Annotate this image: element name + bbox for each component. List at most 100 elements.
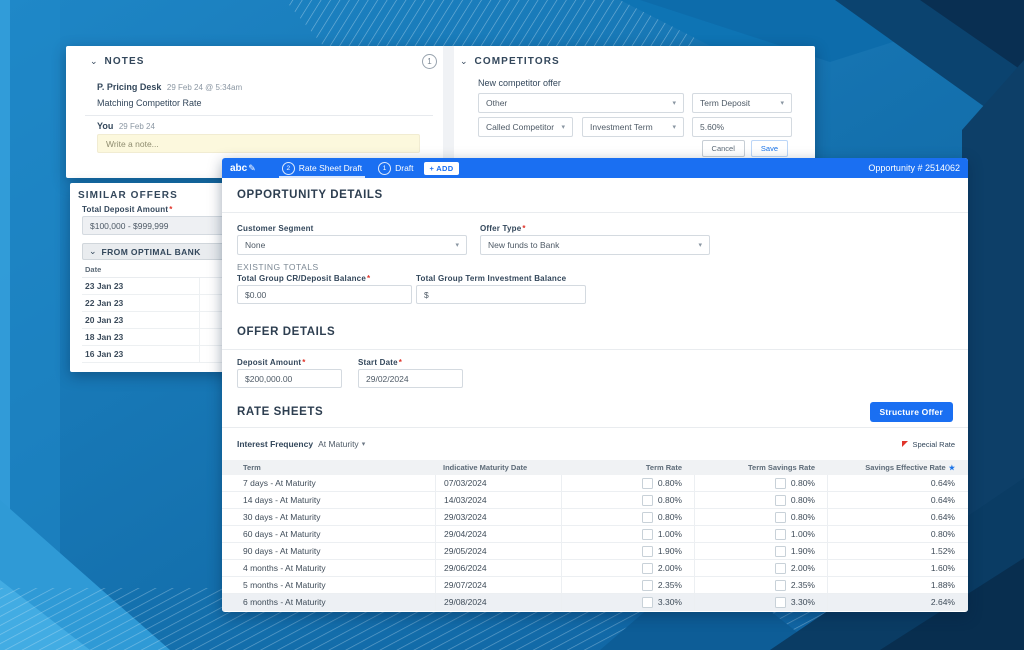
special-rate-legend: Special Rate	[902, 440, 955, 449]
term-rate-checkbox[interactable]	[641, 494, 653, 506]
similar-offers-title: SIMILAR OFFERS	[78, 190, 178, 201]
savings-rate-cell: 0.80%	[694, 475, 827, 491]
savings-rate-checkbox[interactable]	[774, 562, 786, 574]
rate-row[interactable]: 4 months - At Maturity 29/06/2024 2.00% …	[222, 560, 968, 577]
cr-deposit-balance-label: Total Group CR/Deposit Balance	[237, 274, 370, 283]
savings-rate-checkbox[interactable]	[774, 596, 786, 608]
offer-date: 22 Jan 23	[85, 298, 124, 308]
savings-rate-checkbox[interactable]	[774, 528, 786, 540]
note-text: Matching Competitor Rate	[97, 98, 202, 108]
savings-rate-cell: 0.80%	[694, 492, 827, 508]
col-savings-rate: Term Savings Rate	[748, 463, 815, 472]
source-select[interactable]: Called Competitor ▾	[478, 117, 573, 137]
term-rate-checkbox[interactable]	[641, 579, 653, 591]
term-rate-checkbox[interactable]	[641, 545, 653, 557]
titlebar: abc ✎ 2 Rate Sheet Draft 1 Draft + ADD Op…	[222, 158, 968, 178]
reply-timestamp: 29 Feb 24	[118, 122, 155, 131]
savings-rate-value: 2.00%	[790, 563, 815, 573]
competitor-select-value: Other	[486, 98, 508, 108]
note-timestamp: 29 Feb 24 @ 5:34am	[166, 83, 243, 92]
chevron-down-icon: ▾	[780, 100, 784, 107]
term-cell: 7 days - At Maturity	[243, 478, 316, 488]
col-term-rate: Term Rate	[645, 463, 682, 472]
term-rate-value: 2.00%	[657, 563, 682, 573]
rate-row[interactable]: 90 days - At Maturity 29/05/2024 1.90% 1…	[222, 543, 968, 560]
deposit-amount-input[interactable]: $200,000.00	[237, 369, 342, 388]
maturity-cell: 29/06/2024	[435, 560, 561, 576]
rate-row[interactable]: 7 days - At Maturity 07/03/2024 0.80% 0.…	[222, 475, 968, 492]
term-rate-checkbox[interactable]	[641, 596, 653, 608]
opportunity-details-heading: OPPORTUNITY DETAILS	[222, 178, 968, 213]
customer-segment-select[interactable]: None ▾	[237, 235, 467, 255]
reply-author: You	[97, 121, 114, 131]
term-rate-checkbox[interactable]	[641, 511, 653, 523]
structure-offer-button[interactable]: Structure Offer	[869, 402, 953, 422]
source-select-value: Called Competitor	[486, 122, 555, 132]
competitor-select[interactable]: Other ▾	[478, 93, 684, 113]
savings-rate-checkbox[interactable]	[774, 511, 786, 523]
new-competitor-offer-label: New competitor offer	[478, 78, 561, 88]
interest-frequency-select[interactable]: At Maturity	[318, 439, 359, 449]
add-tab-button[interactable]: + ADD	[423, 161, 460, 175]
tab-label: Draft	[395, 163, 414, 173]
empty-cell	[199, 278, 430, 294]
chevron-down-icon[interactable]: ⌄	[90, 55, 98, 66]
rate-sheets-heading: RATE SHEETS	[237, 406, 324, 418]
special-rate-label: Special Rate	[912, 439, 955, 449]
offer-type-select[interactable]: New funds to Bank ▾	[480, 235, 710, 255]
tab-label: Rate Sheet Draft	[298, 163, 363, 173]
term-rate-cell: 2.35%	[561, 577, 694, 593]
savings-rate-checkbox[interactable]	[774, 545, 786, 557]
term-select[interactable]: Investment Term ▾	[582, 117, 684, 137]
rate-row[interactable]: 14 days - At Maturity 14/03/2024 0.80% 0…	[222, 492, 968, 509]
effective-rate-cell: 0.64%	[827, 475, 968, 491]
savings-rate-cell: 0.80%	[694, 509, 827, 525]
term-rate-cell: 1.00%	[561, 526, 694, 542]
effective-rate-cell: 0.80%	[827, 526, 968, 542]
savings-rate-checkbox[interactable]	[774, 579, 786, 591]
rate-row[interactable]: 60 days - At Maturity 29/04/2024 1.00% 1…	[222, 526, 968, 543]
col-effective-rate: Savings Effective Rate ★	[827, 460, 968, 475]
note-entry-header: P. Pricing Desk 29 Feb 24 @ 5:34am	[97, 82, 242, 92]
term-cell: 5 months - At Maturity	[243, 580, 326, 590]
maturity-cell: 29/05/2024	[435, 543, 561, 559]
pencil-icon: ✎	[248, 162, 256, 173]
maturity-cell: 29/08/2024	[435, 594, 561, 610]
pane-divider	[443, 46, 454, 178]
offer-date: 16 Jan 23	[85, 349, 124, 359]
term-rate-value: 0.80%	[657, 512, 682, 522]
savings-rate-checkbox[interactable]	[774, 477, 786, 489]
app-logo: abc ✎	[230, 163, 256, 174]
start-date-input[interactable]: 29/02/2024	[358, 369, 463, 388]
product-select[interactable]: Term Deposit ▾	[692, 93, 792, 113]
chevron-down-icon: ▾	[672, 124, 676, 131]
term-rate-checkbox[interactable]	[641, 562, 653, 574]
tab-draft[interactable]: 1 Draft	[378, 158, 414, 178]
cancel-button[interactable]: Cancel	[701, 140, 745, 157]
notes-header: ⌄ NOTES 1	[66, 54, 443, 69]
savings-rate-checkbox[interactable]	[774, 494, 786, 506]
term-investment-balance-input[interactable]: $	[416, 285, 586, 304]
rate-row[interactable]: 5 months - At Maturity 29/07/2024 2.35% …	[222, 577, 968, 594]
offer-details-heading: OFFER DETAILS	[222, 314, 968, 350]
notes-section: ⌄ NOTES 1 P. Pricing Desk 29 Feb 24 @ 5:…	[66, 46, 443, 178]
chevron-down-icon: ▾	[561, 124, 565, 131]
save-button[interactable]: Save	[750, 140, 788, 157]
term-rate-checkbox[interactable]	[641, 528, 653, 540]
rate-row-highlighted[interactable]: 6 months - At Maturity 29/08/2024 3.30% …	[222, 594, 968, 611]
term-rate-cell: 0.80%	[561, 509, 694, 525]
empty-cell	[199, 329, 430, 345]
rate-row[interactable]: 30 days - At Maturity 29/03/2024 0.80% 0…	[222, 509, 968, 526]
chevron-down-icon[interactable]: ⌄	[460, 55, 468, 66]
interest-frequency-row: Interest Frequency At Maturity ▾ Special…	[237, 428, 955, 460]
effective-rate-cell: 1.52%	[827, 543, 968, 559]
term-rate-checkbox[interactable]	[641, 477, 653, 489]
note-input[interactable]: Write a note...	[97, 134, 420, 153]
product-select-value: Term Deposit	[700, 98, 751, 108]
rate-input[interactable]: 5.60%	[692, 117, 792, 137]
effective-rate-cell: 0.64%	[827, 509, 968, 525]
cr-deposit-balance-input[interactable]: $0.00	[237, 285, 412, 304]
chevron-down-icon: ⌄	[89, 246, 97, 256]
term-rate-value: 1.00%	[657, 529, 682, 539]
tab-rate-sheet-draft[interactable]: 2 Rate Sheet Draft	[278, 158, 366, 178]
